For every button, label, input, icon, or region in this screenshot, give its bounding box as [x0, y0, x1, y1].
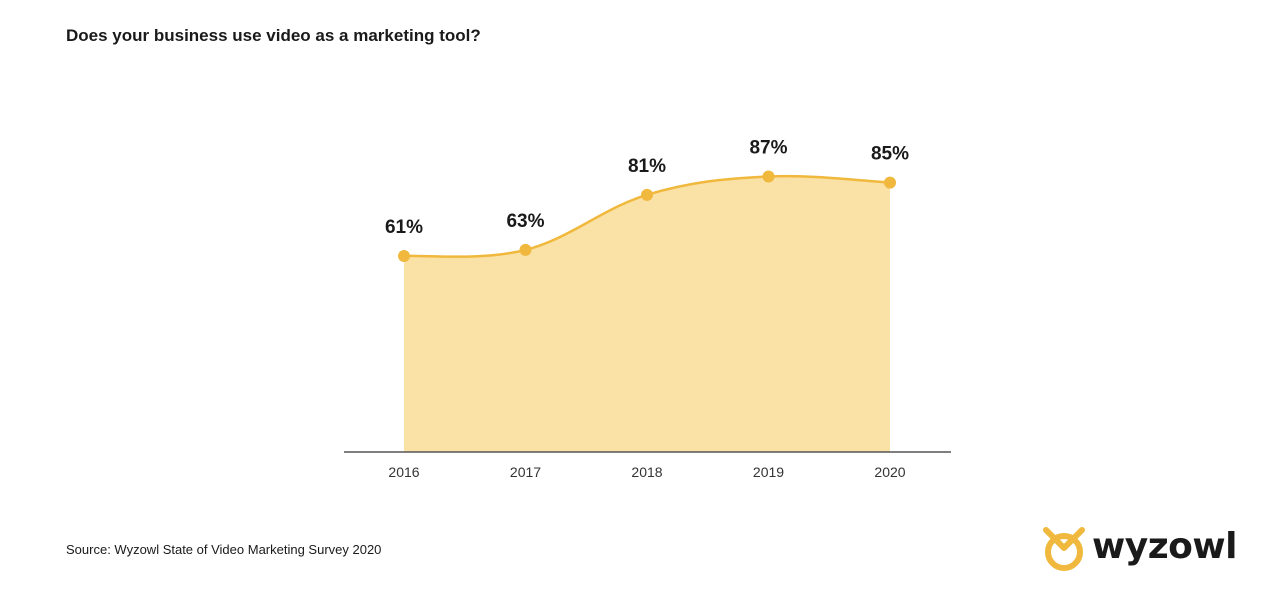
data-label-2019: 87%	[749, 137, 787, 158]
data-label-2020: 85%	[871, 144, 909, 165]
logo-wordmark: wyzowl	[1092, 526, 1238, 567]
owl-logo-icon	[1043, 527, 1085, 571]
data-point-2020	[884, 176, 896, 189]
x-tick-label-2016: 2016	[388, 464, 419, 480]
data-point-2016	[398, 250, 410, 263]
data-point-2019	[762, 170, 775, 183]
chart-title: Does your business use video as a market…	[66, 26, 481, 45]
data-label-2017: 63%	[506, 211, 544, 232]
series-area	[404, 176, 890, 453]
x-tick-label-2020: 2020	[874, 464, 905, 480]
x-tick-label-2019: 2019	[753, 464, 784, 480]
data-point-2017	[519, 243, 532, 256]
data-point-2018	[641, 188, 653, 201]
data-label-2018: 81%	[628, 156, 666, 177]
data-label-2016: 61%	[385, 217, 423, 238]
x-tick-label-2018: 2018	[631, 464, 662, 480]
wyzowl-logo: wyzowl	[1040, 522, 1238, 572]
source-note: Source: Wyzowl State of Video Marketing …	[66, 542, 382, 557]
x-tick-label-2017: 2017	[510, 464, 541, 480]
